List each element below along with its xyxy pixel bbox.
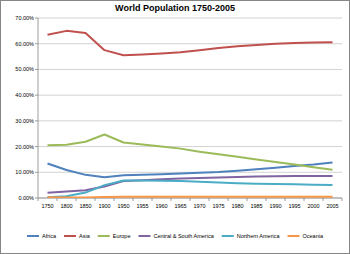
x-tick [76,198,77,201]
y-tick [35,172,38,173]
x-tick-label: 1995 [288,203,300,209]
y-tick-label: 50.00% [15,66,34,72]
legend-swatch [27,235,39,237]
y-tick-label: 10.00% [15,169,34,175]
legend-label: Africa [42,233,57,239]
x-tick [133,198,134,201]
legend-label: Oceania [303,233,324,239]
x-tick [171,198,172,201]
series-line [48,134,333,169]
legend-label: Asia [79,233,91,239]
y-tick [35,120,38,121]
y-tick-label: 30.00% [15,118,34,124]
x-tick [152,198,153,201]
x-tick-label: 1955 [136,203,148,209]
series-line [48,31,333,55]
x-tick-label: 1960 [155,203,167,209]
legend-label: Central & South America [153,233,214,239]
x-tick-label: 1965 [174,203,186,209]
y-tick-label: 70.00% [15,15,34,21]
legend-label: Northern America [237,233,281,239]
series-line [48,181,333,198]
x-tick [323,198,324,201]
x-tick-label: 1985 [250,203,262,209]
y-tick [35,69,38,70]
x-tick [38,198,39,201]
legend-label: Europe [113,233,131,239]
y-tick-label: 60.00% [15,41,34,47]
x-tick [342,198,343,201]
x-tick-label: 1970 [193,203,205,209]
x-tick-label: 1850 [79,203,91,209]
y-tick [35,43,38,44]
grid-line [38,146,342,147]
x-tick [285,198,286,201]
series-line [48,196,333,198]
x-tick [95,198,96,201]
grid-line [38,18,342,19]
x-tick-label: 1975 [212,203,224,209]
x-tick-label: 1980 [231,203,243,209]
y-tick [35,198,38,199]
x-tick [304,198,305,201]
x-tick-label: 1750 [41,203,53,209]
chart-frame [1,1,350,254]
legend-swatch [64,235,76,237]
legend-swatch [288,235,300,237]
series-group [48,31,333,198]
y-tick [35,18,38,19]
x-tick-label: 2005 [326,203,338,209]
x-tick-label: 2000 [307,203,319,209]
grid-line [38,69,342,70]
chart: World Population 1750-2005 0.00% 10.00% 20.… [0,0,350,254]
x-tick-label: 1800 [60,203,72,209]
x-tick [266,198,267,201]
legend-swatch [222,235,234,237]
x-tick-label: 1950 [117,203,129,209]
legend-swatch [138,235,150,237]
x-tick-label: 1990 [269,203,281,209]
x-tick [190,198,191,201]
x-tick-label: 1900 [98,203,110,209]
x-tick [114,198,115,201]
y-axis [38,18,39,198]
y-tick-label: 40.00% [15,92,34,98]
y-tick-label: 0.00% [18,195,34,201]
grid-line [38,95,342,96]
x-tick [228,198,229,201]
x-tick [209,198,210,201]
y-tick [35,95,38,96]
legend: Africa Asia Europe Central & South America N… [27,233,324,239]
title: World Population 1750-2005 [115,3,235,13]
legend-swatch [98,235,110,237]
y-tick-label: 20.00% [15,144,34,150]
x-tick [57,198,58,201]
x-tick [247,198,248,201]
y-tick [35,146,38,147]
grid-line [38,120,342,121]
